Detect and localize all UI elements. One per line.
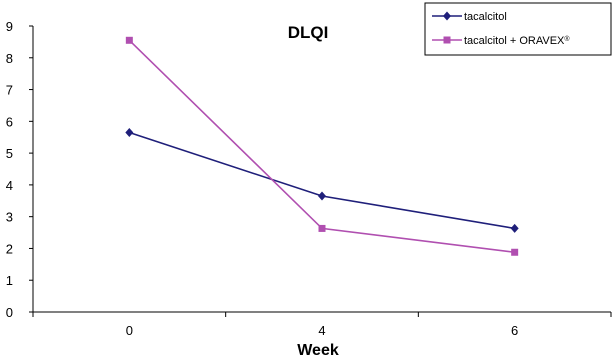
series-1 bbox=[125, 36, 519, 256]
chart-title: DLQI bbox=[288, 23, 329, 42]
legend-item-1: tacalcitol + ORAVEX® bbox=[432, 35, 570, 48]
legend: tacalcitol tacalcitol + ORAVEX® bbox=[424, 2, 612, 56]
data-point bbox=[511, 248, 519, 256]
legend-label: tacalcitol + ORAVEX® bbox=[464, 35, 570, 48]
y-tick-label: 2 bbox=[6, 241, 13, 256]
legend-marker bbox=[443, 36, 451, 44]
data-point bbox=[510, 223, 519, 233]
series-line bbox=[129, 131, 515, 230]
x-axis-label: Week bbox=[297, 342, 339, 358]
y-axis: 0 1 2 3 4 5 6 7 8 9 bbox=[6, 19, 34, 320]
y-tick-label: 0 bbox=[6, 305, 13, 320]
y-tick-label: 7 bbox=[6, 83, 13, 98]
series-line bbox=[128, 39, 515, 254]
y-tick-label: 1 bbox=[6, 273, 13, 288]
y-tick-label: 8 bbox=[6, 51, 13, 66]
x-tick-label: 6 bbox=[511, 323, 518, 338]
legend-item-0: tacalcitol bbox=[432, 11, 507, 23]
x-axis: 0 4 6 bbox=[32, 311, 612, 338]
series-0 bbox=[125, 127, 519, 233]
y-tick-label: 4 bbox=[6, 178, 13, 193]
y-tick-label: 9 bbox=[6, 19, 13, 34]
legend-marker bbox=[443, 11, 451, 21]
data-point bbox=[125, 36, 133, 44]
data-point bbox=[318, 191, 326, 201]
legend-label: tacalcitol bbox=[464, 11, 507, 23]
legend-box bbox=[424, 2, 612, 56]
series-layer bbox=[125, 36, 519, 256]
y-tick-label: 3 bbox=[6, 210, 13, 225]
x-tick-label: 0 bbox=[126, 323, 133, 338]
y-tick-label: 6 bbox=[6, 114, 13, 129]
legend-label-suffix: ® bbox=[564, 35, 570, 43]
y-tick-label: 5 bbox=[6, 146, 13, 161]
x-tick-label: 4 bbox=[318, 323, 325, 338]
data-point bbox=[318, 224, 326, 232]
data-point bbox=[125, 127, 134, 137]
